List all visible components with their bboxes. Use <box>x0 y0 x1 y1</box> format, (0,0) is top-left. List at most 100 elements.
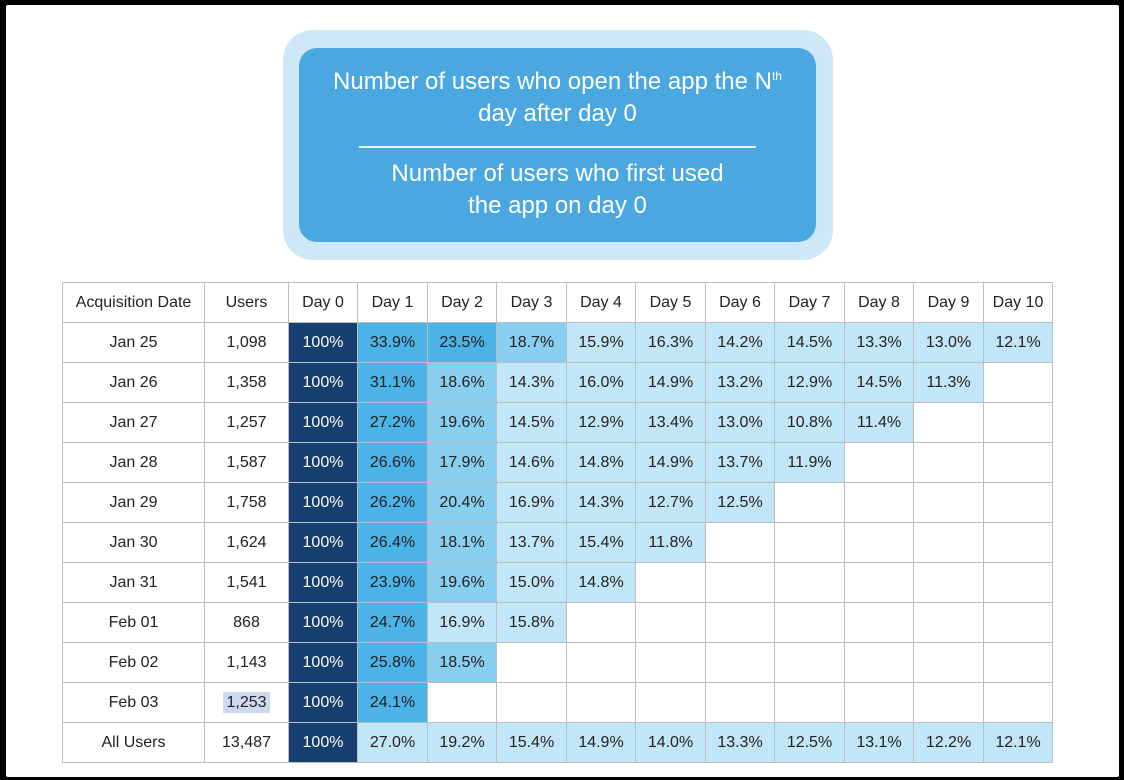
cohort-table: Acquisition Date Users Day 0 Day 1 Day 2 Day … <box>62 282 1053 763</box>
retention-cell: 13.3% <box>705 722 775 763</box>
empty-cell <box>983 562 1053 603</box>
retention-cell: 18.1% <box>427 522 497 563</box>
column-header: Users <box>204 282 289 323</box>
retention-cell: 16.9% <box>427 602 497 643</box>
empty-cell <box>913 482 984 523</box>
denominator-line-1: Number of users who first used <box>391 160 724 187</box>
empty-cell <box>705 682 775 723</box>
empty-cell <box>844 562 914 603</box>
retention-cell: 100% <box>288 722 358 763</box>
empty-cell <box>774 682 845 723</box>
column-header: Day 3 <box>496 282 567 323</box>
selected-users-value: 1,253 <box>223 691 270 713</box>
acquisition-date-cell: All Users <box>62 722 205 763</box>
retention-cell: 15.4% <box>496 722 567 763</box>
table-row: Feb 03 1,253 100% 24.1% <box>62 682 1053 723</box>
table-row: Jan 30 1,624 100% 26.4% 18.1% 13.7% 15.4% 11.8% <box>62 522 1053 563</box>
retention-cell: 25.8% <box>357 642 428 683</box>
table-row: Jan 27 1,257 100% 27.2% 19.6% 14.5% 12.9% 13.4%… <box>62 402 1053 443</box>
retention-cell: 26.2% <box>357 482 428 523</box>
users-cell: 1,098 <box>204 322 289 363</box>
retention-cell: 14.9% <box>566 722 636 763</box>
retention-cell: 13.2% <box>705 362 775 403</box>
users-cell: 1,758 <box>204 482 289 523</box>
table-row: Jan 28 1,587 100% 26.6% 17.9% 14.6% 14.8% 14.9%… <box>62 442 1053 483</box>
empty-cell <box>983 642 1053 683</box>
retention-cell: 24.1% <box>357 682 428 723</box>
retention-cell: 15.9% <box>566 322 636 363</box>
empty-cell <box>844 602 914 643</box>
retention-cell: 16.9% <box>496 482 567 523</box>
table-row: Feb 01 868 100% 24.7% 16.9% 15.8% <box>62 602 1053 643</box>
empty-cell <box>774 642 845 683</box>
empty-cell <box>913 682 984 723</box>
empty-cell <box>774 522 845 563</box>
column-header: Day 10 <box>983 282 1053 323</box>
fraction-line <box>359 146 756 148</box>
retention-cell: 100% <box>288 682 358 723</box>
retention-cell: 12.2% <box>913 722 984 763</box>
retention-cell: 14.8% <box>566 442 636 483</box>
retention-cell: 14.8% <box>566 562 636 603</box>
retention-cell: 14.6% <box>496 442 567 483</box>
empty-cell <box>774 602 845 643</box>
retention-cell: 100% <box>288 362 358 403</box>
users-cell: 1,541 <box>204 562 289 603</box>
table-row: Jan 29 1,758 100% 26.2% 20.4% 16.9% 14.3% 12.7%… <box>62 482 1053 523</box>
retention-cell: 11.4% <box>844 402 914 443</box>
acquisition-date-cell: Jan 25 <box>62 322 205 363</box>
retention-cell: 13.7% <box>496 522 567 563</box>
retention-cell: 18.7% <box>496 322 567 363</box>
retention-cell: 23.5% <box>427 322 497 363</box>
empty-cell <box>983 402 1053 443</box>
empty-cell <box>913 402 984 443</box>
acquisition-date-cell: Feb 01 <box>62 602 205 643</box>
retention-cell: 26.4% <box>357 522 428 563</box>
retention-cell: 100% <box>288 522 358 563</box>
retention-cell: 24.7% <box>357 602 428 643</box>
empty-cell <box>913 562 984 603</box>
empty-cell <box>705 602 775 643</box>
empty-cell <box>566 682 636 723</box>
empty-cell <box>844 482 914 523</box>
retention-cell: 27.0% <box>357 722 428 763</box>
formula-numerator: Number of users who open the app the Nth… <box>299 66 816 130</box>
retention-cell: 100% <box>288 642 358 683</box>
acquisition-date-cell: Jan 28 <box>62 442 205 483</box>
empty-cell <box>983 682 1053 723</box>
table-body: Jan 25 1,098 100% 33.9% 23.5% 18.7% 15.9% 16.3%… <box>62 322 1053 763</box>
users-cell: 1,253 <box>204 682 289 723</box>
numerator-line-2: day after day 0 <box>478 100 637 127</box>
empty-cell <box>566 642 636 683</box>
retention-formula: Number of users who open the app the Nth… <box>299 48 816 242</box>
retention-cell: 12.7% <box>635 482 706 523</box>
retention-cell: 100% <box>288 562 358 603</box>
retention-cell: 14.5% <box>844 362 914 403</box>
empty-cell <box>983 482 1053 523</box>
acquisition-date-cell: Jan 30 <box>62 522 205 563</box>
retention-cell: 12.1% <box>983 722 1053 763</box>
users-cell: 1,358 <box>204 362 289 403</box>
users-cell: 1,587 <box>204 442 289 483</box>
empty-cell <box>844 642 914 683</box>
retention-cell: 20.4% <box>427 482 497 523</box>
column-header: Day 6 <box>705 282 775 323</box>
retention-cell: 17.9% <box>427 442 497 483</box>
retention-cell: 16.3% <box>635 322 706 363</box>
empty-cell <box>983 602 1053 643</box>
empty-cell <box>496 642 567 683</box>
retention-cell: 18.6% <box>427 362 497 403</box>
retention-cell: 23.9% <box>357 562 428 603</box>
retention-cell: 15.0% <box>496 562 567 603</box>
table-row: Feb 02 1,143 100% 25.8% 18.5% <box>62 642 1053 683</box>
empty-cell <box>705 642 775 683</box>
column-header: Day 0 <box>288 282 358 323</box>
table-row: Jan 25 1,098 100% 33.9% 23.5% 18.7% 15.9% 16.3%… <box>62 322 1053 363</box>
numerator-line-1: Number of users who open the app the N <box>333 68 772 95</box>
column-header: Day 5 <box>635 282 706 323</box>
retention-cell: 13.4% <box>635 402 706 443</box>
empty-cell <box>635 642 706 683</box>
all-users-row: All Users 13,487 100% 27.0% 19.2% 15.4% 14.9% 1… <box>62 722 1053 763</box>
retention-cell: 14.3% <box>566 482 636 523</box>
table-row: Jan 26 1,358 100% 31.1% 18.6% 14.3% 16.0% 14.9%… <box>62 362 1053 403</box>
